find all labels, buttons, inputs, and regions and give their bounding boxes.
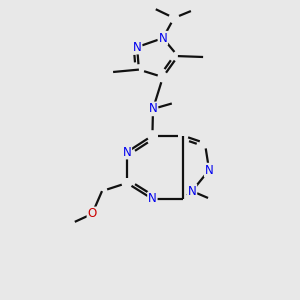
Text: N: N [158, 32, 167, 45]
Text: O: O [88, 207, 97, 220]
Text: N: N [122, 146, 131, 159]
Text: N: N [148, 192, 157, 206]
Text: N: N [188, 184, 196, 198]
Text: N: N [205, 164, 214, 177]
Text: N: N [148, 102, 158, 116]
Text: N: N [133, 40, 142, 54]
